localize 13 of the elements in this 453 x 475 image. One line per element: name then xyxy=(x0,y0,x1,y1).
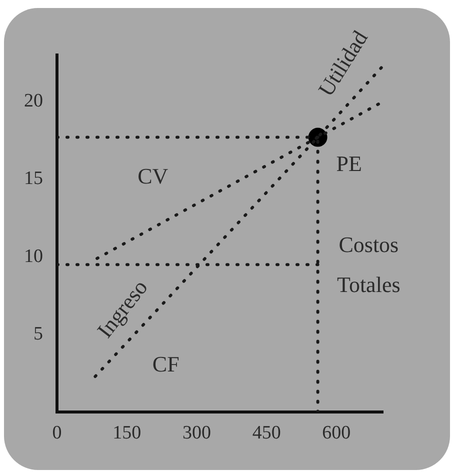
y-tick-label: 15 xyxy=(24,168,43,190)
x-tick-label: 300 xyxy=(182,422,211,444)
annotation: CF xyxy=(152,352,180,377)
y-tick-label: 5 xyxy=(34,324,43,345)
x-tick-label: 600 xyxy=(322,422,351,444)
y-tick-label: 20 xyxy=(24,90,43,112)
y-tick-label: 10 xyxy=(24,246,43,267)
x-tick-label: 150 xyxy=(112,422,142,444)
x-tick-label: 450 xyxy=(252,422,281,444)
x-tick-label: 0 xyxy=(52,422,62,444)
annotation: CV xyxy=(138,163,168,188)
annotation: PE xyxy=(336,151,362,176)
annotation: Costos Totales xyxy=(337,232,400,297)
